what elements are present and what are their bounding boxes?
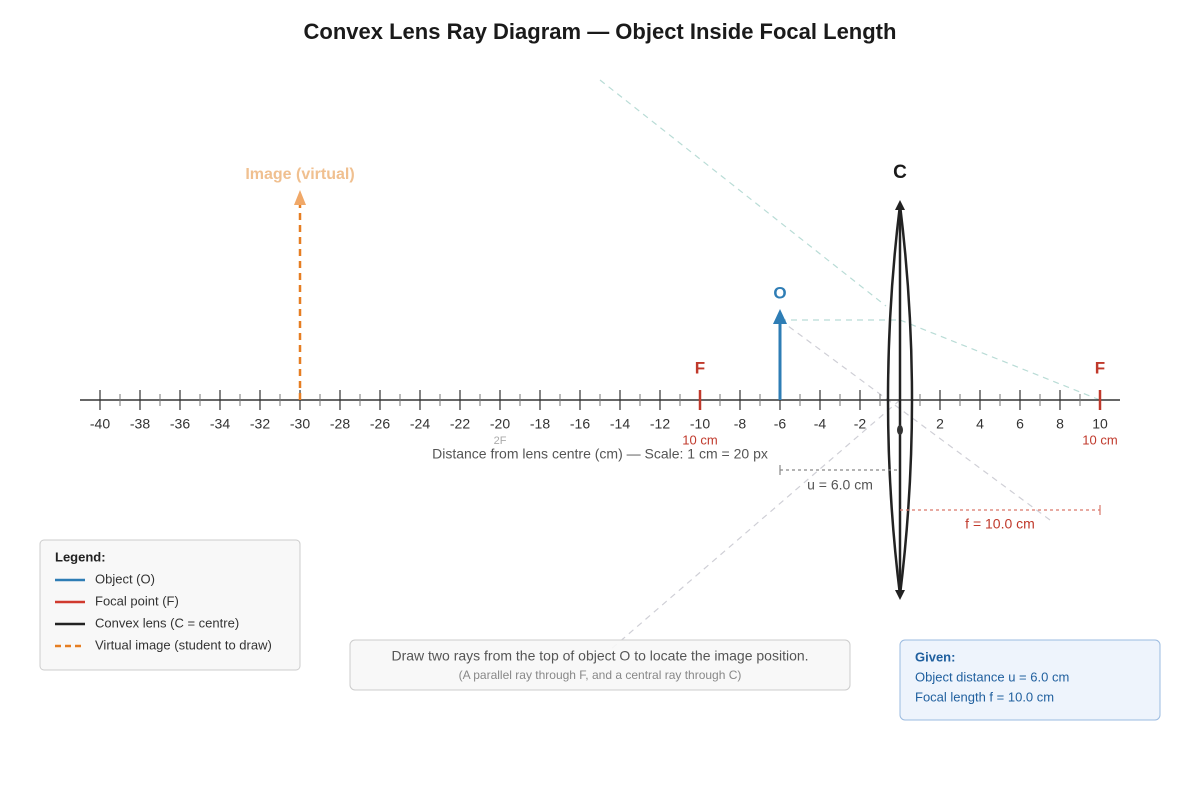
- tick-label: 6: [1016, 416, 1024, 432]
- legend-item: Object (O): [95, 571, 155, 586]
- instruction-sub: (A parallel ray through F, and a central…: [459, 668, 742, 682]
- lens-centre: [897, 425, 903, 435]
- tick-label: -16: [570, 416, 590, 432]
- tick-label: -22: [450, 416, 470, 432]
- tick-label: 10: [1092, 416, 1108, 432]
- tick-label: 4: [976, 416, 984, 432]
- focal-label: F: [695, 358, 705, 377]
- tick-label: -38: [130, 416, 150, 432]
- tick-label: 2: [936, 416, 944, 432]
- tick-label: -10: [690, 416, 710, 432]
- tick-label: -6: [774, 416, 787, 432]
- tick-label: -14: [610, 416, 630, 432]
- tick-label: -8: [734, 416, 747, 432]
- lens-label: C: [893, 162, 907, 183]
- object-arrow: [773, 309, 787, 324]
- object-label: O: [773, 283, 786, 302]
- tick-label: -40: [90, 416, 110, 432]
- legend-item: Virtual image (student to draw): [95, 637, 272, 652]
- focal-label: F: [1095, 358, 1105, 377]
- two-f-label: 2F: [494, 435, 507, 447]
- tick-label: -26: [370, 416, 390, 432]
- image-label: Image (virtual): [245, 166, 354, 183]
- given-line: Focal length f = 10.0 cm: [915, 689, 1054, 704]
- f-label: f = 10.0 cm: [965, 516, 1035, 532]
- given-box: [899, 639, 1161, 721]
- tick-label: -30: [290, 416, 310, 432]
- axis-label: Distance from lens centre (cm) — Scale: …: [432, 446, 768, 462]
- tick-label: -28: [330, 416, 350, 432]
- instruction: Draw two rays from the top of object O t…: [391, 648, 808, 664]
- legend-item: Convex lens (C = centre): [95, 615, 239, 630]
- f-dimension: [900, 505, 1101, 515]
- faint-rays: [599, 79, 1101, 651]
- tick-label: -32: [250, 416, 270, 432]
- u-label: u = 6.0 cm: [807, 477, 873, 493]
- u-dimension: [779, 465, 900, 475]
- tick-label: -18: [530, 416, 550, 432]
- legend-box: [39, 539, 301, 671]
- title: Convex Lens Ray Diagram — Object Inside …: [304, 19, 897, 44]
- tick-label: -24: [410, 416, 430, 432]
- image-arrow: [294, 190, 306, 205]
- tick-label: -4: [814, 416, 827, 432]
- legend-item: Focal point (F): [95, 593, 179, 608]
- focal-distance: 10 cm: [682, 432, 717, 447]
- tick-label: -12: [650, 416, 670, 432]
- given-line: Object distance u = 6.0 cm: [915, 669, 1069, 684]
- tick-label: -20: [490, 416, 510, 432]
- given-title: Given:: [915, 649, 955, 664]
- focal-distance: 10 cm: [1082, 432, 1117, 447]
- legend-title: Legend:: [55, 549, 106, 564]
- tick-label: -34: [210, 416, 230, 432]
- instruction-box: [349, 639, 851, 691]
- tick-label: 8: [1056, 416, 1064, 432]
- tick-label: -2: [854, 416, 867, 432]
- tick-label: -36: [170, 416, 190, 432]
